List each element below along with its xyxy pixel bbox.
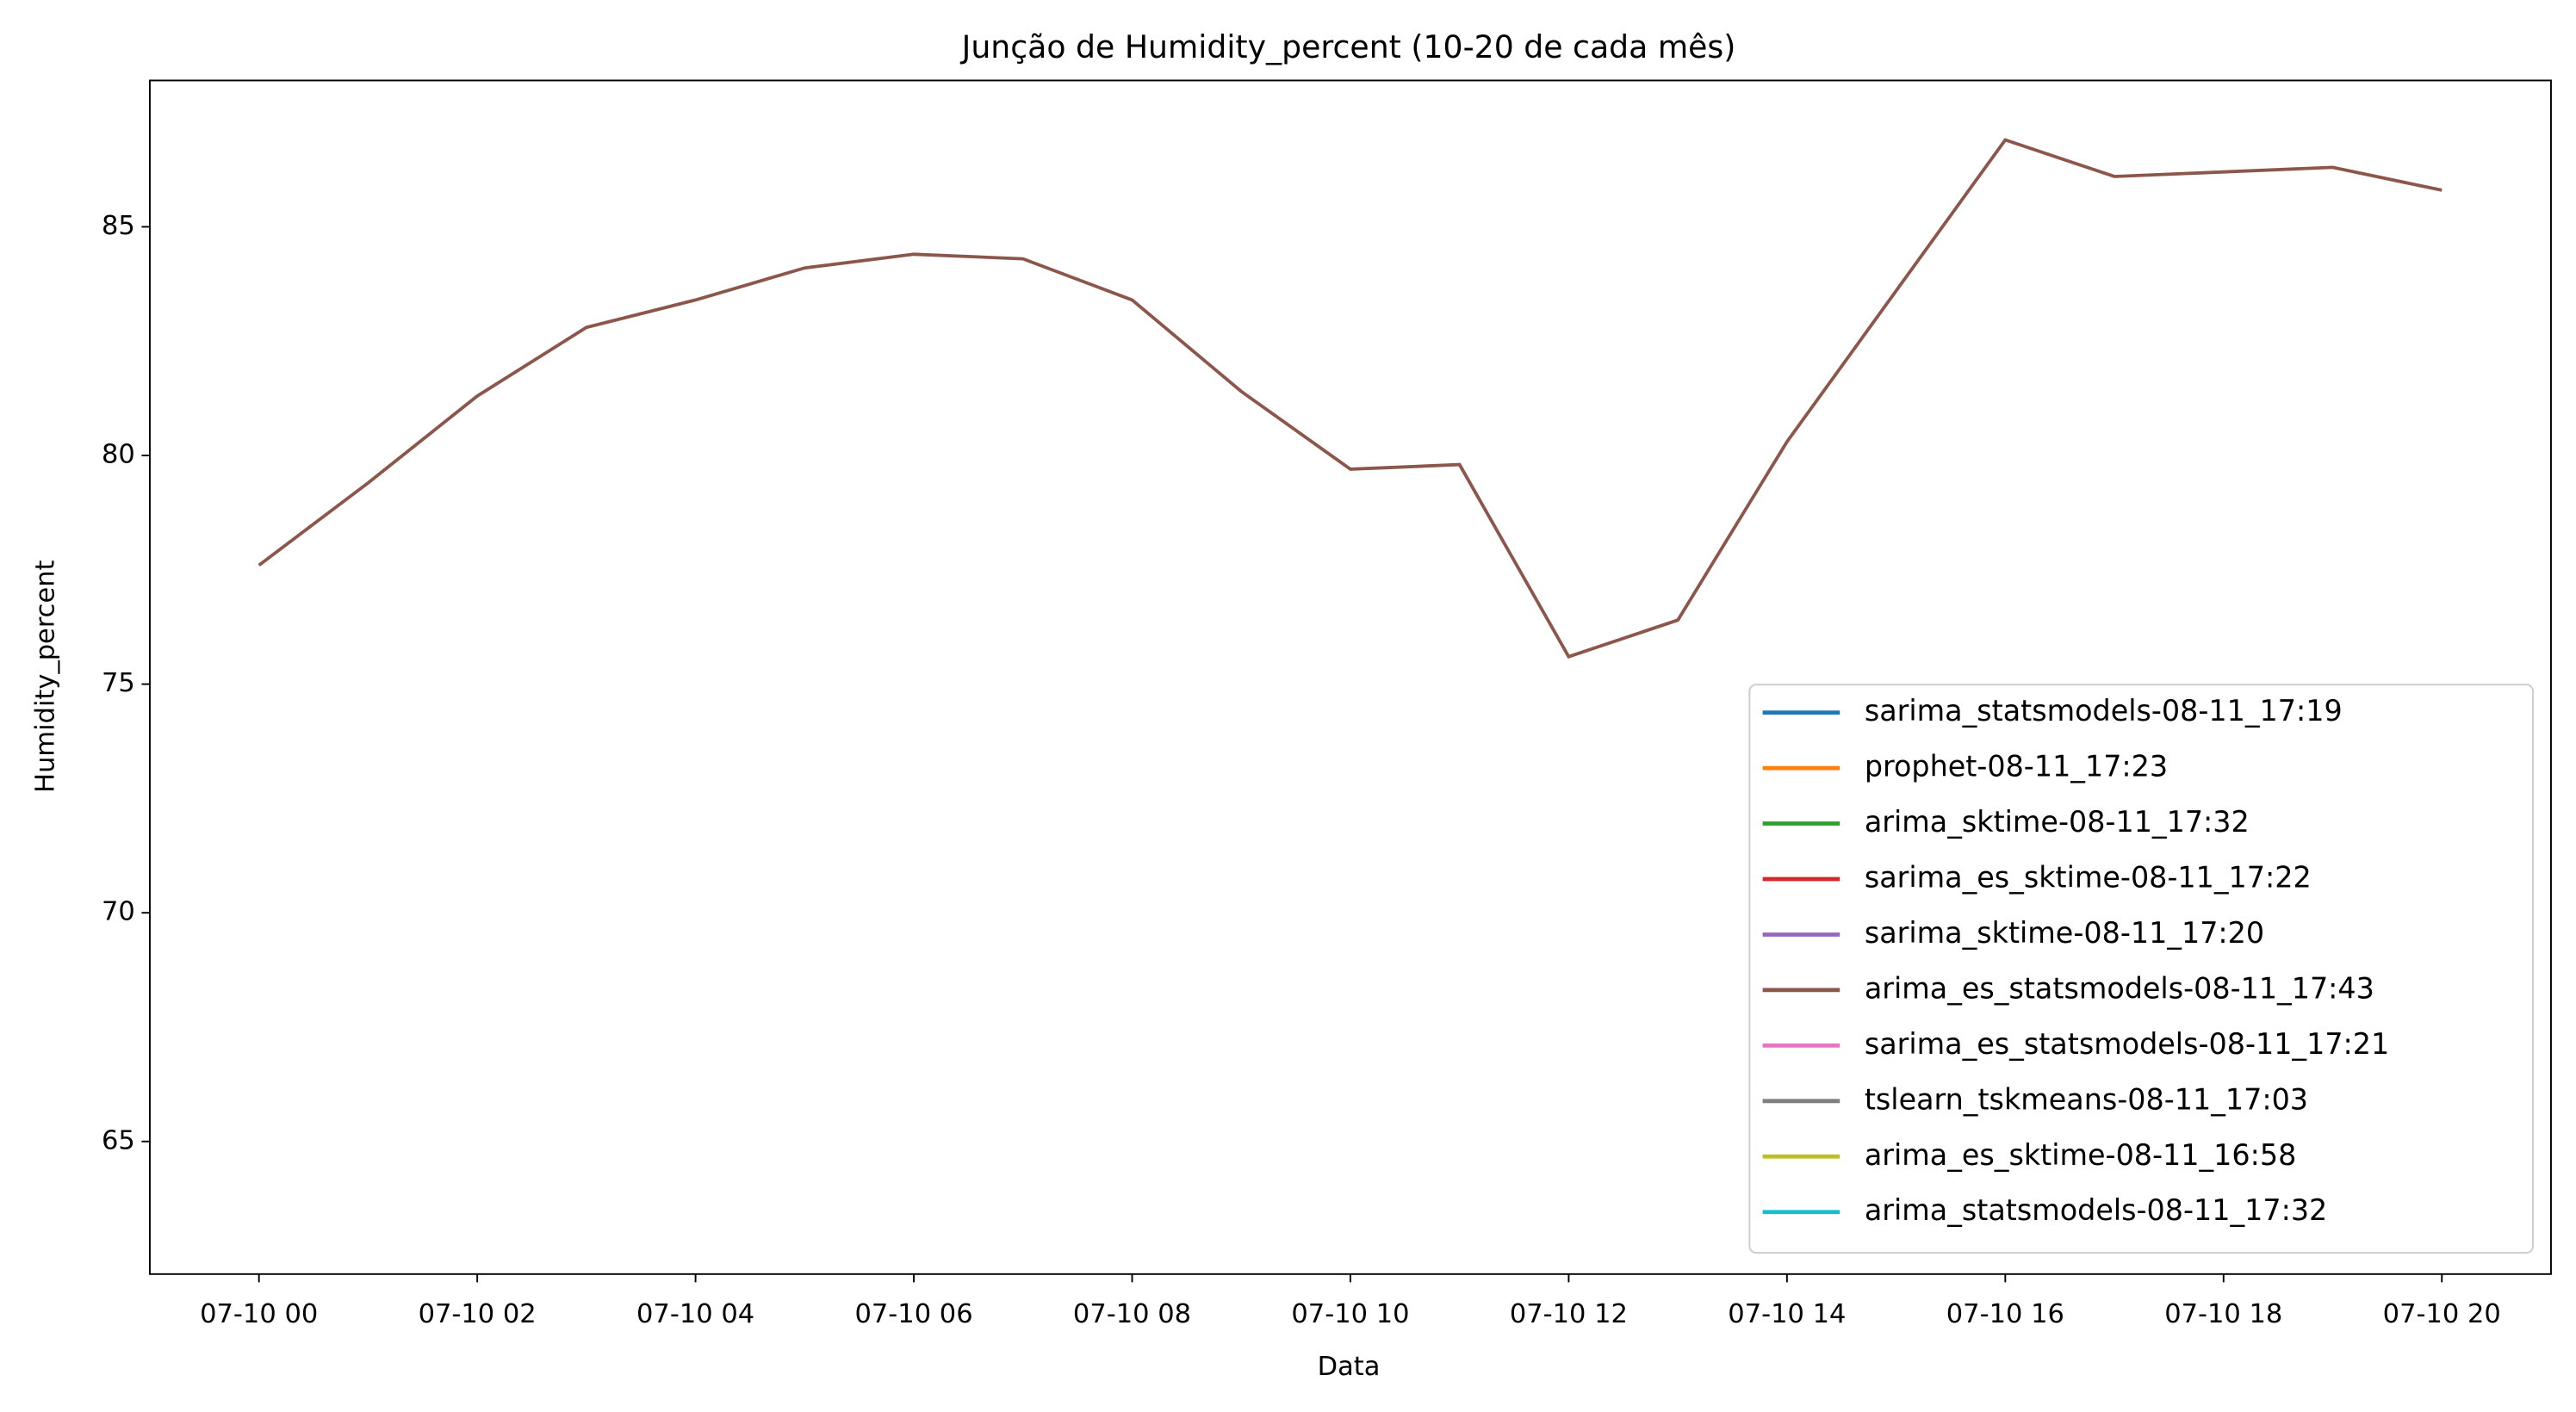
- y-tick-label: 80: [102, 440, 135, 470]
- legend-box: [1748, 684, 2534, 1254]
- plot-frame: [149, 79, 2552, 1275]
- x-tick-label: 07-10 14: [1728, 1299, 1846, 1329]
- x-tick-label: 07-10 00: [200, 1299, 318, 1329]
- legend-label: arima_sktime-08-11_17:32: [1865, 805, 2250, 839]
- legend-label: sarima_es_sktime-08-11_17:22: [1865, 860, 2312, 894]
- x-tick-label: 07-10 10: [1291, 1299, 1409, 1329]
- legend-label: sarima_es_statsmodels-08-11_17:21: [1865, 1027, 2389, 1061]
- x-tick-label: 07-10 12: [1510, 1299, 1628, 1329]
- legend-label: arima_statsmodels-08-11_17:32: [1865, 1193, 2327, 1227]
- series-line: [258, 138, 2443, 660]
- x-tick-label: 07-10 16: [1946, 1299, 2064, 1329]
- legend-label: prophet-08-11_17:23: [1865, 750, 2168, 783]
- x-tick-label: 07-10 04: [636, 1299, 754, 1329]
- legend-label: arima_es_sktime-08-11_16:58: [1865, 1138, 2296, 1172]
- legend-label: tslearn_tskmeans-08-11_17:03: [1865, 1082, 2308, 1116]
- legend-label: arima_es_statsmodels-08-11_17:43: [1865, 971, 2374, 1005]
- x-tick-label: 07-10 18: [2164, 1299, 2282, 1329]
- y-tick-label: 70: [102, 897, 135, 927]
- chart-title: Junção de Humidity_percent (10-20 de cad…: [960, 28, 1736, 65]
- legend-label: sarima_statsmodels-08-11_17:19: [1865, 694, 2343, 728]
- y-tick-label: 85: [102, 211, 135, 241]
- legend-label: sarima_sktime-08-11_17:20: [1865, 916, 2264, 950]
- y-axis-label: Humidity_percent: [30, 560, 60, 792]
- x-axis-label: Data: [1318, 1352, 1381, 1382]
- y-tick-label: 65: [102, 1125, 135, 1155]
- y-tick-label: 75: [102, 668, 135, 698]
- x-tick-label: 07-10 20: [2383, 1299, 2501, 1329]
- x-tick-label: 07-10 06: [854, 1299, 972, 1329]
- x-tick-label: 07-10 08: [1073, 1299, 1191, 1329]
- x-tick-label: 07-10 02: [419, 1299, 537, 1329]
